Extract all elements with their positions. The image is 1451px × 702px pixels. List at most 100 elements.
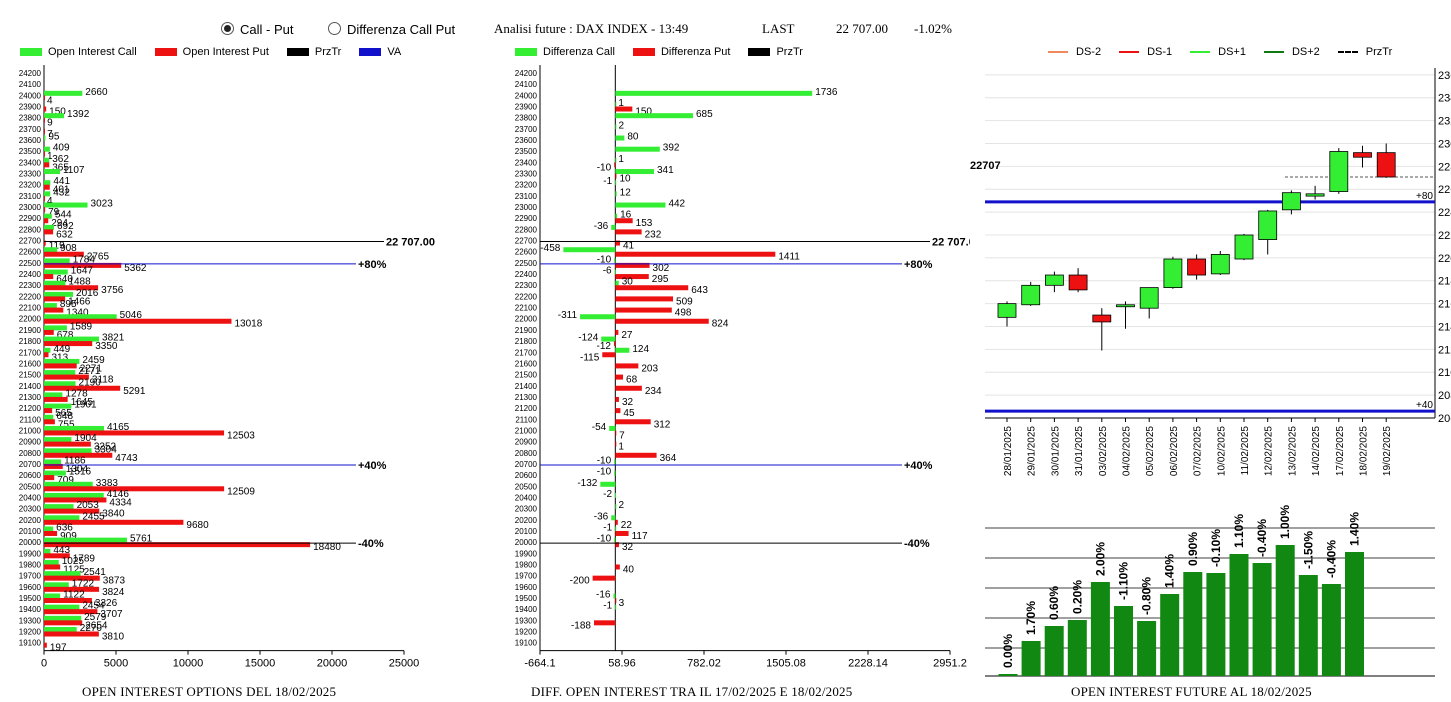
oi-bar-label: 0.90% [1186, 532, 1200, 566]
call-value-label: 1647 [71, 266, 94, 277]
strike-label: 19300 [19, 616, 42, 625]
oi-bar [1160, 594, 1180, 676]
put-bar [615, 329, 619, 335]
call-bar [44, 90, 83, 96]
call-value-label: 1784 [73, 254, 96, 265]
call-value-label: 442 [668, 199, 685, 210]
call-value-label: 2270 [80, 623, 103, 634]
reference-label: 22 707.00 [932, 237, 970, 249]
put-value-label: 1645 [71, 397, 94, 408]
call-bar [615, 504, 617, 510]
call-value-label: 1722 [72, 578, 95, 589]
put-value-label: 365 [52, 162, 69, 173]
strike-label: 22200 [515, 292, 538, 301]
put-bar [613, 341, 616, 347]
strike-label: 21700 [19, 348, 42, 357]
call-bar [44, 492, 104, 498]
strike-label: 22000 [515, 315, 538, 324]
call-bar [44, 314, 117, 320]
strike-label: 19700 [19, 572, 42, 581]
strike-label: 21100 [515, 415, 537, 424]
put-value-label: -188 [571, 620, 591, 631]
put-value-label: 302 [653, 263, 670, 274]
date-label: 14/02/2025 [1311, 426, 1322, 476]
put-value-label: 3810 [102, 632, 125, 643]
radio-call-put[interactable]: Call - Put [221, 22, 293, 37]
call-value-label: 3821 [102, 333, 125, 344]
call-value-label: 1488 [68, 277, 91, 288]
candle-body [1234, 234, 1254, 260]
call-bar [611, 224, 616, 230]
radio-unselected-icon [328, 22, 341, 35]
strike-label: 22800 [19, 225, 42, 234]
strike-label: 21100 [19, 415, 41, 424]
put-bar [44, 486, 225, 492]
candle-body [1187, 258, 1207, 276]
call-bar [44, 258, 70, 264]
put-value-label: 203 [641, 363, 658, 374]
strike-label: 22300 [515, 281, 538, 290]
call-value-label: 1904 [74, 433, 97, 444]
call-bar [614, 269, 616, 275]
put-value-label: 10 [619, 174, 631, 185]
put-value-label: 3840 [102, 509, 125, 520]
put-bar [615, 530, 629, 536]
strike-label: 21700 [515, 348, 538, 357]
put-bar [44, 207, 46, 213]
strike-label: 21400 [515, 382, 538, 391]
call-value-label: -10 [597, 254, 612, 265]
oi-bar-label: 0.20% [1070, 580, 1084, 614]
put-value-label: 1789 [73, 553, 96, 564]
put-value-label: 643 [691, 285, 708, 296]
call-value-label: -10 [597, 534, 612, 545]
call-bar [44, 370, 76, 376]
call-value-label: 895 [60, 299, 77, 310]
radio-differenza[interactable]: Differenza Call Put [328, 22, 455, 37]
call-bar [44, 303, 57, 309]
oi-bar [998, 674, 1018, 676]
put-bar [44, 318, 232, 324]
call-bar [615, 492, 617, 498]
strike-label: 19100 [515, 639, 538, 648]
x-tick-label: 782.02 [687, 658, 721, 670]
strike-label: 20700 [19, 460, 42, 469]
call-bar [44, 481, 93, 487]
call-value-label: 95 [48, 132, 60, 143]
call-bar [614, 470, 616, 476]
put-value-label: 498 [675, 308, 692, 319]
strike-label: 23700 [515, 125, 538, 134]
call-value-label: 2579 [84, 612, 107, 623]
strike-label: 22700 [19, 237, 42, 246]
put-value-label: -200 [570, 576, 590, 587]
strike-label: 21300 [515, 393, 538, 402]
reference-label: +80% [358, 259, 387, 271]
strike-label: 20800 [515, 449, 538, 458]
put-bar [44, 95, 45, 101]
call-bar [44, 325, 67, 331]
call-bar [44, 425, 104, 431]
call-value-label: 1122 [63, 589, 85, 600]
strike-label: 21600 [19, 359, 42, 368]
call-bar [615, 526, 617, 532]
candle-body [1021, 284, 1041, 306]
strike-label: 20600 [515, 471, 538, 480]
strike-label: 22500 [515, 259, 538, 268]
oi-bar [1275, 545, 1295, 676]
strike-label: 20500 [19, 482, 42, 491]
call-bar [615, 347, 630, 353]
call-bar [615, 113, 693, 119]
date-label: 13/02/2025 [1287, 426, 1298, 476]
call-value-label: 409 [53, 143, 70, 154]
strike-label: 20700 [515, 460, 538, 469]
call-value-label: 908 [60, 243, 77, 254]
put-bar [615, 374, 624, 380]
put-value-label: 565 [55, 408, 72, 419]
x-tick-label: 20000 [317, 658, 348, 670]
call-value-label: 432 [53, 187, 70, 198]
put-bar [44, 307, 64, 313]
oi-bar-label: -1.50% [1301, 531, 1315, 569]
put-bar [44, 586, 100, 592]
call-bar [563, 247, 616, 253]
future-oi-chart: 0.00% 1.70% 0.60% 0.20% 2.00% -1.10% -0.80% 1.4… [985, 505, 1435, 677]
put-value-label: 4743 [115, 453, 138, 464]
